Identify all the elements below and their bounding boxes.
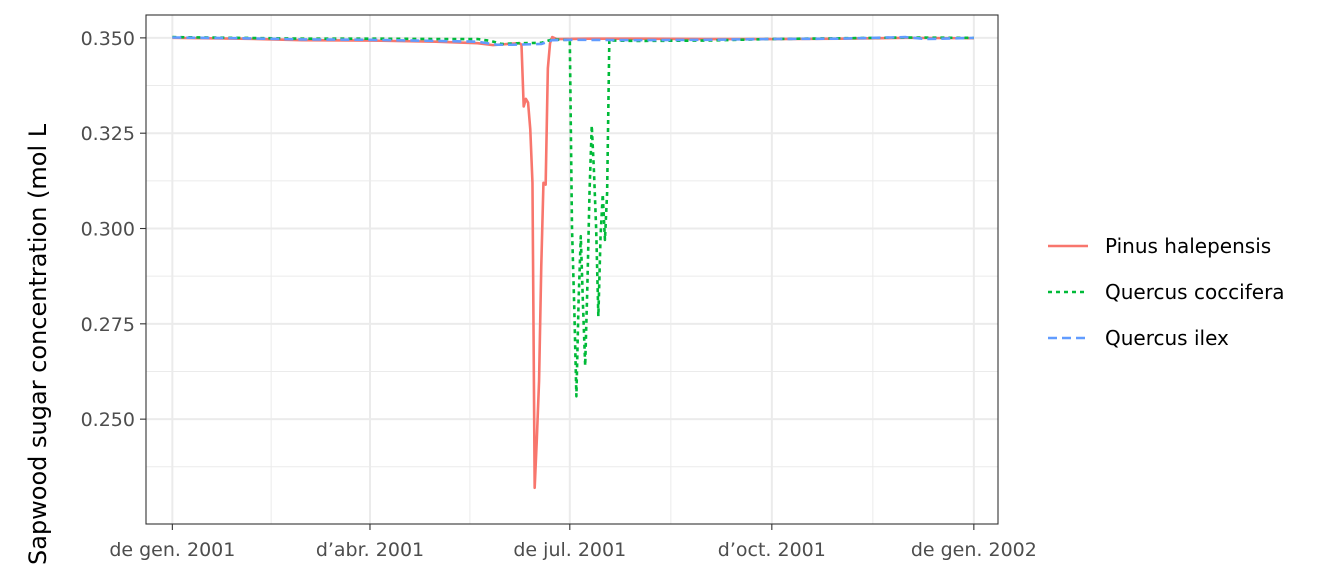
y-axis: 0.250 0.275 0.300 0.325 0.350 bbox=[81, 28, 146, 431]
plot-border bbox=[145, 14, 999, 525]
y-tick-label: 0.300 bbox=[81, 219, 135, 241]
plot-background bbox=[146, 15, 998, 524]
legend-label-1: Pinus halepensis bbox=[1105, 234, 1271, 258]
x-tick-label: de gen. 2001 bbox=[109, 539, 235, 561]
series-line-3 bbox=[172, 35, 974, 47]
y-axis-title: Sapwood sugar concentration (mol L bbox=[24, 123, 52, 565]
x-tick-label: de gen. 2002 bbox=[911, 539, 1037, 561]
y-tick-label: 0.275 bbox=[81, 314, 135, 336]
series-line-1 bbox=[172, 35, 974, 490]
legend: Pinus halepensis Quercus coccifera Quercus… bbox=[1048, 234, 1285, 350]
legend-label-2: Quercus coccifera bbox=[1105, 280, 1285, 304]
x-axis: de gen. 2001 d’abr. 2001 de jul. 2001 d’oct… bbox=[109, 524, 1037, 561]
legend-label-3: Quercus ilex bbox=[1105, 326, 1229, 350]
y-tick-label: 0.250 bbox=[81, 409, 135, 431]
x-tick-label: d’oct. 2001 bbox=[718, 539, 826, 561]
x-tick-label: d’abr. 2001 bbox=[316, 539, 424, 561]
y-tick-label: 0.350 bbox=[81, 28, 135, 50]
x-tick-label: de jul. 2001 bbox=[513, 539, 626, 561]
series-line-2 bbox=[172, 35, 974, 398]
y-tick-label: 0.325 bbox=[81, 123, 135, 145]
series-layer bbox=[172, 35, 974, 490]
